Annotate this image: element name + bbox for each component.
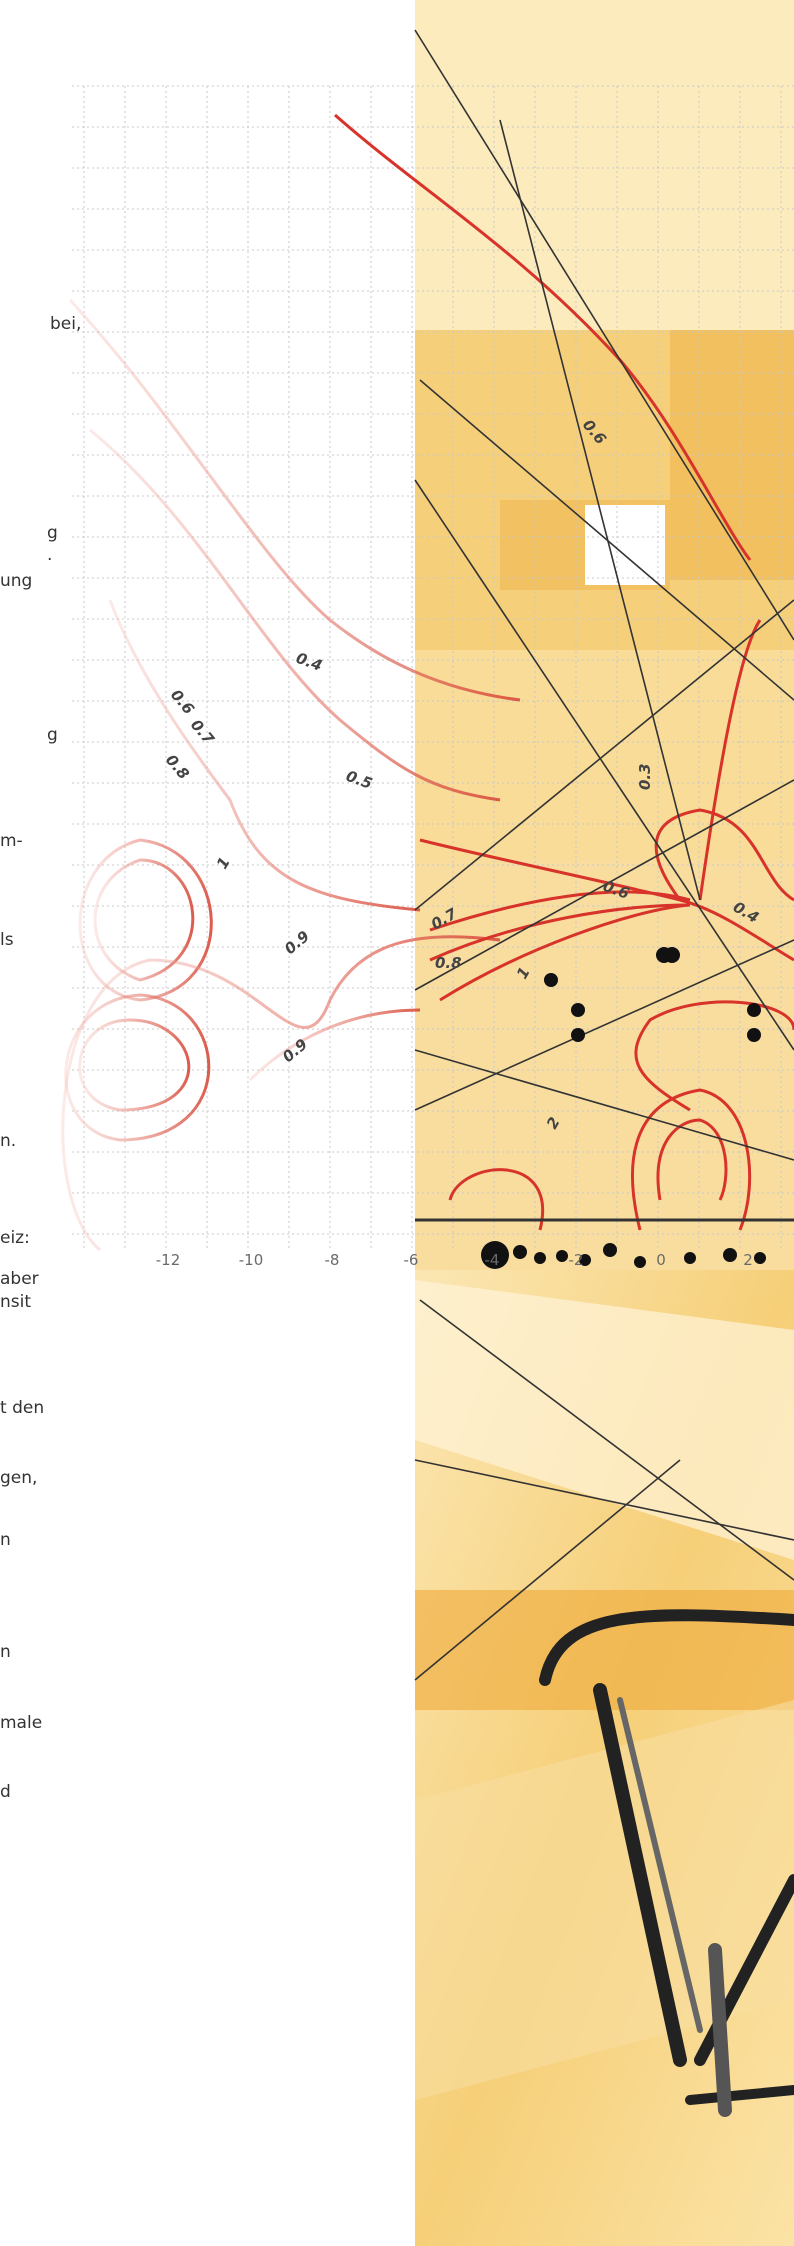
axis-tick-label: -10 — [239, 1251, 264, 1269]
text-fragment: nsit — [0, 1292, 31, 1312]
contour-label: 0.6 — [167, 686, 198, 718]
contour-label: 0.4 — [294, 649, 325, 675]
axis-tick-label: -4 — [485, 1251, 500, 1269]
axis-tick-label: 2 — [743, 1251, 753, 1269]
text-fragment: t den — [0, 1398, 44, 1418]
panel-square — [585, 505, 665, 585]
text-fragment: aber — [0, 1269, 39, 1289]
ray-lines — [414, 29, 794, 1681]
text-fragment: ls — [0, 930, 14, 950]
contour-label: 0.9 — [281, 927, 313, 958]
text-fragment: g — [47, 523, 58, 543]
machine — [539, 1609, 794, 2117]
text-fragment: ung — [0, 571, 32, 591]
lower-shape — [415, 1280, 794, 1560]
text-fragment: m- — [0, 831, 23, 851]
axis-tick-label: -12 — [156, 1251, 181, 1269]
text-fragment: gen, — [0, 1468, 37, 1488]
axis-tick-label: -6 — [404, 1251, 419, 1269]
axis-tick-label: -8 — [325, 1251, 340, 1269]
contour-label: 0.7 — [187, 716, 218, 748]
lower-shape — [415, 1700, 794, 2100]
text-fragment: . — [47, 545, 52, 565]
text-fragment: eiz: — [0, 1228, 30, 1248]
text-fragment: bei, — [50, 314, 81, 334]
dots — [481, 947, 766, 1269]
text-fragment: n. — [0, 1131, 16, 1151]
contour-label: 0.8 — [435, 954, 462, 972]
text-fragment: d — [0, 1782, 11, 1802]
contours-left — [61, 298, 521, 1252]
text-fragment: n — [0, 1530, 11, 1550]
contour-label: 1 — [213, 854, 234, 872]
contours-right — [334, 113, 794, 1231]
contour-label: 0.5 — [344, 767, 375, 793]
axis-tick-label: -2 — [569, 1251, 584, 1269]
contour-label: 0.8 — [162, 751, 193, 783]
labels: bei, g. ung g m-ls n. eiz: aber nsit t den gen, n n m… — [0, 314, 762, 1802]
grid — [72, 85, 794, 1250]
panel-band — [415, 860, 794, 1270]
contour-label: 0.3 — [636, 763, 654, 790]
axis-tick-label: 0 — [656, 1251, 666, 1269]
text-fragment: male — [0, 1713, 42, 1733]
text-fragment: g — [47, 725, 58, 745]
text-fragment: n — [0, 1642, 11, 1662]
